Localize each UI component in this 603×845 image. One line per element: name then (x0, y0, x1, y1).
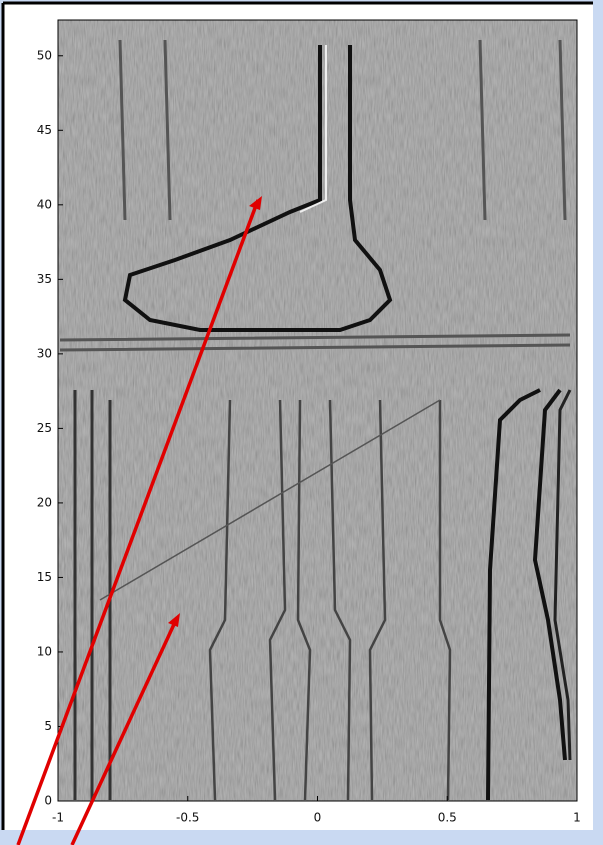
y-tick-label: 25 (37, 421, 52, 435)
y-tick-label: 45 (37, 123, 52, 137)
y-tick-label: 35 (37, 272, 52, 286)
y-tick-label: 50 (37, 48, 52, 62)
x-tick-label: 0 (314, 811, 322, 825)
image-plot (58, 20, 577, 801)
x-tick-label: 1 (573, 811, 581, 825)
y-tick-label: 15 (37, 570, 52, 584)
y-tick-label: 20 (37, 495, 52, 509)
y-tick-label: 10 (37, 644, 52, 658)
y-tick-label: 5 (44, 719, 52, 733)
image-texture (58, 20, 577, 801)
figure: 0 5 10 15 20 25 30 35 40 45 50 -1 -0.5 0 0.5 1 (0, 0, 603, 845)
y-tick-label: 30 (37, 346, 52, 360)
y-tick-label: 0 (44, 794, 52, 808)
x-tick-label: -0.5 (176, 811, 199, 825)
y-tick-label: 40 (37, 197, 52, 211)
x-tick-label: 0.5 (438, 811, 457, 825)
x-tick-label: -1 (52, 811, 64, 825)
